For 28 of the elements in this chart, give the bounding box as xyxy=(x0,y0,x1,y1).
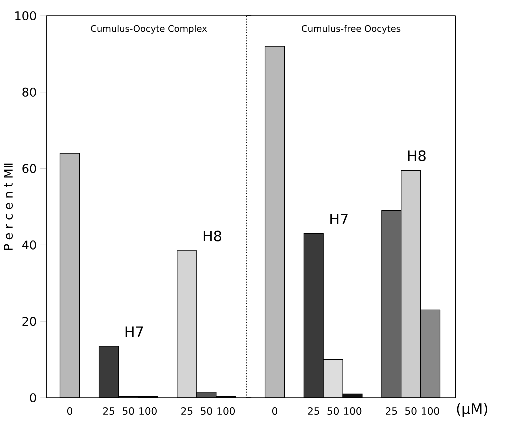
x-tick-label: 25 xyxy=(386,407,398,416)
x-tick-label: 100 xyxy=(140,407,157,416)
y-tick-label: 100 xyxy=(16,11,36,21)
annotation: H7 xyxy=(330,214,348,224)
y-axis-title: P e r c e n t MⅡ xyxy=(4,164,14,250)
annotation: H7 xyxy=(126,326,144,338)
x-tick-label: 100 xyxy=(344,407,362,416)
x-axis-title: (μM) xyxy=(457,403,488,418)
text: Cumulus-Oocyte Complex xyxy=(91,25,208,34)
x-tick-label: 100 xyxy=(422,407,440,416)
x-tick-label: 50 xyxy=(328,407,340,416)
annotation: H8 xyxy=(204,230,222,242)
x-tick-label: 25 xyxy=(182,407,193,416)
x-tick-label: 25 xyxy=(103,407,115,416)
x-tick-label: 0 xyxy=(272,407,278,416)
x-tick-label: 25 xyxy=(308,407,320,416)
x-tick-label: 50 xyxy=(406,407,417,416)
x-tick-label: 50 xyxy=(201,407,212,416)
x-tick-label: 100 xyxy=(218,407,236,416)
x-tick-label: 0 xyxy=(67,407,73,416)
y-tick-label: 80 xyxy=(22,88,36,97)
annotation: H8 xyxy=(408,150,426,162)
y-tick-label: 20 xyxy=(22,317,36,326)
x-tick-label: 50 xyxy=(123,407,134,416)
y-tick-label: 40 xyxy=(22,240,36,250)
text: Cumulus-free Oocytes xyxy=(302,25,401,34)
y-tick-label: 0 xyxy=(30,393,36,403)
y-tick-label: 60 xyxy=(22,164,36,174)
